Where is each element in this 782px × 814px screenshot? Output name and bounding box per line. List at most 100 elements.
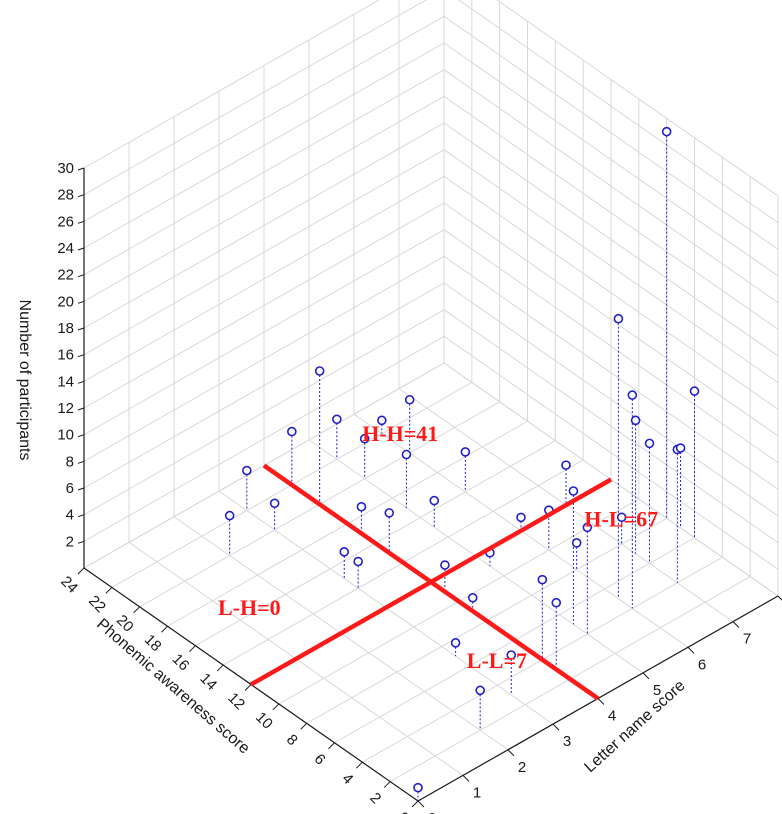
data-point (384, 508, 395, 518)
x-tick-mark (507, 749, 515, 757)
grid-line (496, 0, 779, 197)
quadrant-line (249, 477, 613, 687)
grid-line (83, 255, 445, 462)
data-point (661, 126, 672, 137)
x-tick-mark (687, 646, 695, 654)
data-point (356, 501, 367, 512)
grid-line (83, 0, 381, 169)
z-tick-label: 16 (57, 347, 74, 364)
z-tick-mark (77, 247, 85, 251)
z-tick-mark (77, 194, 85, 198)
grid-line (83, 202, 445, 409)
y-tick-mark (188, 645, 196, 653)
data-point (627, 390, 638, 400)
data-point (450, 638, 461, 648)
z-tick-label: 6 (66, 480, 74, 497)
data-point (404, 394, 415, 405)
z-tick-label: 24 (57, 240, 74, 257)
data-point (224, 510, 235, 521)
data-point (339, 547, 350, 557)
grid-line (83, 335, 445, 542)
z-tick-mark (77, 540, 85, 544)
data-point (475, 685, 485, 696)
data-point (568, 486, 579, 496)
tick-labels: 0123456780246810121416182022242468101214… (57, 160, 751, 814)
z-tick-mark (77, 487, 85, 491)
grid-line (443, 255, 779, 490)
x-tick-mark (597, 698, 605, 705)
y-tick-mark (216, 664, 224, 672)
grid-line (443, 175, 779, 410)
z-tick-mark (77, 460, 85, 464)
y-axis-title: Phonemic awareness score (93, 616, 253, 758)
grid-line (83, 309, 445, 516)
data-point (551, 597, 562, 608)
y-tick-mark (383, 781, 391, 788)
grid-line (83, 69, 445, 276)
quadrant-label: L-L=7 (467, 648, 527, 673)
z-tick-mark (77, 434, 85, 438)
z-tick-mark (77, 380, 85, 384)
data-point (616, 512, 627, 523)
x-tick-label: 6 (698, 656, 706, 673)
x-tick-label: 4 (608, 708, 616, 725)
z-tick-mark (77, 167, 85, 171)
y-tick-mark (105, 587, 113, 594)
x-tick-label: 5 (653, 682, 661, 699)
y-tick-mark (328, 742, 335, 750)
data-point (332, 414, 342, 425)
data-point (413, 782, 423, 793)
data-point (440, 560, 450, 570)
data-point (359, 433, 370, 444)
grid-line (83, 15, 445, 222)
grid-line (83, 229, 445, 436)
grid-line (83, 122, 445, 329)
z-tick-label: 20 (57, 293, 74, 310)
data-point (537, 574, 548, 585)
y-tick-label: 14 (196, 670, 220, 694)
z-tick-label: 10 (57, 427, 74, 444)
data-point (429, 495, 440, 506)
data-points (224, 126, 700, 793)
z-tick-label: 14 (57, 373, 74, 390)
data-point (689, 386, 700, 396)
y-tick-mark (77, 567, 85, 575)
z-tick-mark (77, 354, 85, 358)
y-tick-mark (161, 625, 168, 633)
grid-line (443, 335, 779, 570)
data-point (561, 460, 571, 470)
x-tick-mark (462, 775, 470, 782)
z-tick-mark (77, 220, 85, 224)
data-point (460, 447, 471, 457)
data-point (571, 538, 582, 548)
z-tick-label: 18 (57, 320, 74, 337)
z-tick-label: 26 (57, 213, 74, 230)
x-tick-mark (777, 595, 782, 601)
quadrant-lines (249, 463, 613, 701)
y-tick-label: 0 (394, 809, 412, 814)
grid-line (83, 42, 445, 249)
y-tick-label: 4 (339, 770, 357, 788)
y-tick-label: 10 (252, 709, 276, 733)
y-tick-label: 16 (169, 651, 193, 675)
drop-lines (229, 131, 695, 801)
z-tick-label: 12 (57, 400, 74, 417)
z-tick-label: 28 (57, 187, 74, 204)
data-point (644, 438, 655, 449)
z-tick-label: 4 (66, 507, 74, 524)
grid-line (443, 202, 779, 437)
data-point (377, 415, 387, 426)
quadrant-label: L-H=0 (218, 595, 281, 620)
x-tick-label: 7 (743, 631, 751, 648)
y-tick-mark (272, 703, 280, 711)
data-point (630, 415, 641, 426)
z-tick-mark (77, 300, 85, 304)
data-point (287, 426, 297, 437)
z-tick-label: 8 (66, 453, 74, 470)
y-tick-label: 22 (85, 592, 109, 616)
quadrant-labels: H-H=41 L-H=0 H-L=67 L-L=7 (218, 421, 658, 673)
data-point (467, 592, 478, 603)
data-point (314, 366, 325, 376)
z-tick-label: 2 (66, 533, 74, 550)
